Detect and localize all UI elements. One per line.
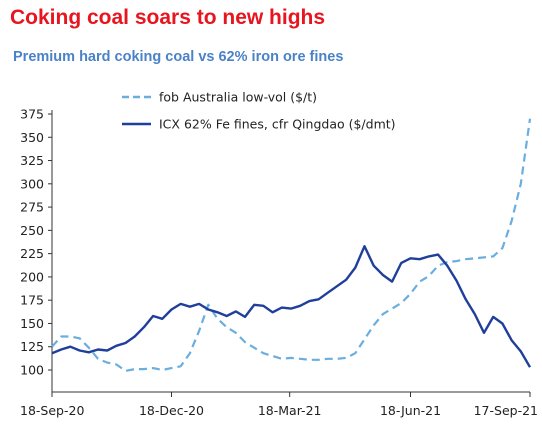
y-tick-label: 325 [20,153,44,168]
x-tick-label: 18-Sep-20 [20,403,84,418]
y-tick-label: 225 [20,246,44,261]
x-tick-label: 18-Mar-21 [258,403,322,418]
chart-subtitle: Premium hard coking coal vs 62% iron ore… [13,49,344,65]
series-line-coking-coal [51,118,532,372]
chart-series [51,118,532,372]
y-tick-label: 275 [20,200,44,215]
x-tick-label: 17-Sep-21 [474,403,538,418]
y-tick-label: 375 [20,107,44,122]
y-tick-label: 175 [20,293,44,308]
chart-axes [51,110,530,393]
y-tick-label: 200 [20,269,44,284]
y-axis-ticks: 100 125 150 175 200 225 250 275 300 325 350 375 [20,107,52,378]
x-axis-ticks: 18-Sep-20 18-Dec-20 18-Mar-21 18-Jun-21 17-S… [20,392,538,418]
y-tick-label: 350 [20,130,44,145]
y-tick-label: 250 [20,223,44,238]
y-tick-label: 300 [20,176,44,191]
y-tick-label: 125 [20,339,44,354]
legend-label: ICX 62% Fe fines, cfr Qingdao ($/dmt) [159,117,396,132]
series-line-iron-ore [51,244,532,368]
y-tick-label: 100 [20,363,44,378]
legend-label: fob Australia low-vol ($/t) [159,90,317,105]
x-tick-label: 18-Dec-20 [139,403,204,418]
x-tick-label: 18-Jun-21 [380,403,441,418]
y-tick-label: 150 [20,316,44,331]
chart-title: Coking coal soars to new highs [10,6,326,29]
chart-legend: fob Australia low-vol ($/t) ICX 62% Fe fi… [122,90,396,132]
